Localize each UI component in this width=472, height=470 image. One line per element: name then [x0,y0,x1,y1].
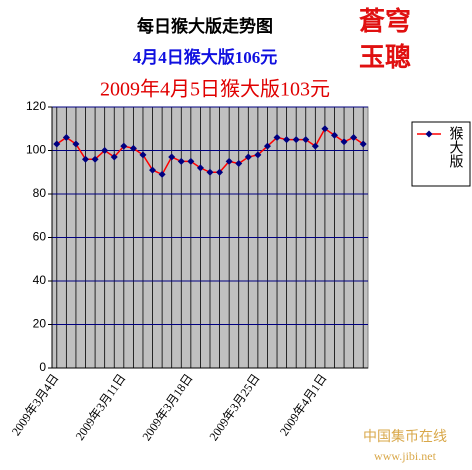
y-tick-label: 40 [33,273,47,287]
point-marker [120,142,128,150]
point-marker [302,136,310,144]
point-marker [273,133,281,141]
point-marker [292,136,300,144]
point-marker [263,142,271,150]
point-marker [62,133,70,141]
point-marker [206,168,214,176]
point-marker [350,133,358,141]
point-marker [91,155,99,163]
stamp: 蒼穹 [359,6,411,36]
watermark: 中国集币在线 [363,428,447,445]
y-tick-label: 20 [33,317,47,331]
point-marker [225,157,233,165]
point-marker [311,142,319,150]
point-marker [330,131,338,139]
legend-box [411,121,471,187]
chart-title: 每日猴大版走势图 [137,16,273,36]
point-marker [177,157,185,165]
point-marker [149,166,157,174]
point-marker [72,140,80,148]
point-marker [82,155,90,163]
point-marker [168,153,176,161]
point-marker [216,168,224,176]
point-marker [196,164,204,172]
x-tick-label: 2009年3月25日 [206,371,262,443]
stamp: 玉聰 [359,42,411,72]
point-marker [235,160,243,168]
point-marker [129,144,137,152]
point-marker [359,140,367,148]
x-tick-label: 2009年3月11日 [73,371,129,443]
y-tick-label: 100 [26,143,46,157]
point-marker [254,151,262,159]
watermark: www.jibi.net [374,449,437,463]
point-marker [321,125,329,133]
y-tick-label: 60 [33,230,47,244]
point-marker [101,147,109,154]
point-marker [340,138,348,146]
chart-headline: 2009年4月5日猴大版103元 [100,78,330,101]
point-marker [244,153,252,161]
point-marker [187,157,195,165]
legend-marker [425,130,433,138]
x-tick-label: 2009年3月4日 [9,371,62,438]
point-marker [158,170,166,178]
x-tick-label: 2009年4月1日 [277,371,330,438]
chart-subtitle: 4月4日猴大版106元 [133,47,278,67]
point-marker [53,140,61,148]
point-marker [110,153,118,161]
point-marker [139,151,147,159]
y-tick-label: 80 [33,186,47,200]
x-tick-label: 2009年3月18日 [139,371,195,443]
point-marker [283,136,291,144]
legend-label: 猴大版 [448,126,464,169]
y-tick-label: 120 [26,99,46,113]
y-tick-label: 0 [39,360,46,374]
